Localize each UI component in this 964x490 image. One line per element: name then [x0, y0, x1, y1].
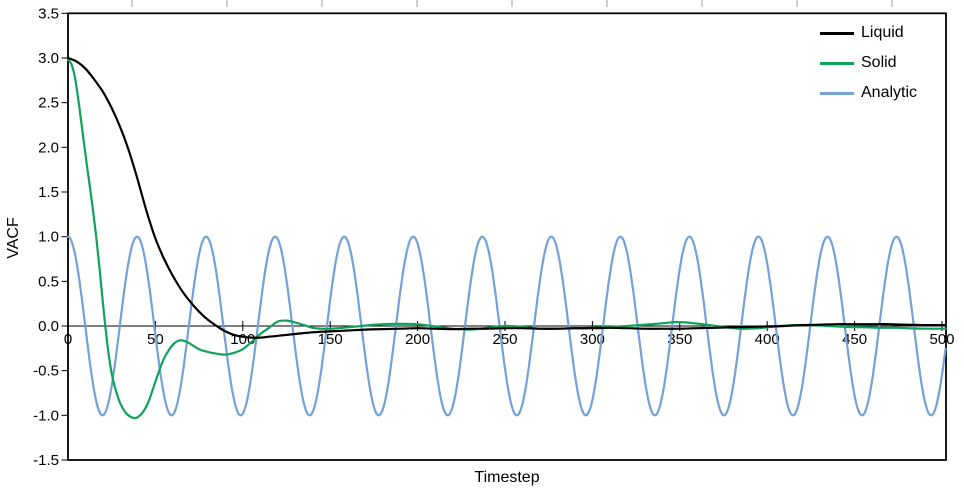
- x-tick-label: 450: [842, 331, 867, 348]
- x-tick-label: 300: [580, 331, 605, 348]
- x-tick-label: 400: [755, 331, 780, 348]
- y-tick-label: -1.0: [33, 407, 59, 424]
- legend-line-sample-analytic: [820, 91, 854, 95]
- legend-item-solid: Solid: [820, 48, 917, 78]
- x-tick-label: 200: [405, 331, 430, 348]
- y-tick-label: -1.5: [33, 452, 59, 469]
- x-tick-label: 150: [318, 331, 343, 348]
- y-tick-label: 2.5: [38, 95, 59, 112]
- legend-label-analytic: Analytic: [861, 84, 918, 101]
- legend-item-analytic: Analytic: [820, 78, 917, 108]
- legend: Liquid Solid Analytic: [820, 18, 917, 108]
- y-axis-title: VACF: [5, 217, 22, 259]
- y-tick-label: -0.5: [33, 363, 59, 380]
- legend-label-liquid: Liquid: [861, 24, 904, 41]
- x-axis-title: Timestep: [474, 469, 540, 486]
- x-tick-label: 350: [667, 331, 692, 348]
- y-tick-label: 1.5: [38, 184, 59, 201]
- series-line-analytic: [66, 235, 947, 417]
- plot-border: [67, 12, 947, 461]
- y-tick-label: 3.0: [38, 50, 59, 67]
- y-tick-label: 0.0: [38, 318, 59, 335]
- y-tick-label: 2.0: [38, 139, 59, 156]
- series-line-solid: [66, 58, 947, 420]
- y-tick-label: 1.0: [38, 229, 59, 246]
- y-tick-label: 3.5: [38, 5, 59, 22]
- x-tick-label: 0: [64, 331, 72, 348]
- y-tick-label: 0.5: [38, 273, 59, 290]
- series-line-liquid: [66, 56, 947, 339]
- x-tick-label: 100: [230, 331, 255, 348]
- legend-label-solid: Solid: [861, 54, 897, 71]
- legend-line-sample-solid: [820, 61, 854, 65]
- x-tick-label: 250: [492, 331, 517, 348]
- legend-item-liquid: Liquid: [820, 18, 917, 48]
- legend-line-sample-liquid: [820, 31, 854, 35]
- x-tick-label: 500: [929, 331, 954, 348]
